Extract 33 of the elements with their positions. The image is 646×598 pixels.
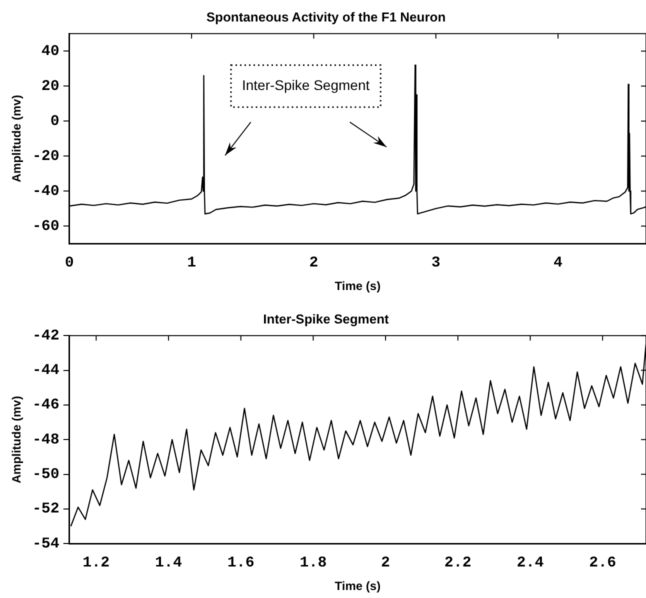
x-tick-label: 1 [187,254,196,272]
x-tick-label: 0 [64,254,74,272]
x-axis-title: Time (s) [334,279,381,294]
y-tick-label: 0 [50,112,60,130]
y-axis-title: Amplitude (mv) [10,94,24,182]
y-tick-label: -20 [32,148,60,165]
y-tick-label: -48 [32,431,60,448]
y-tick-label: -40 [32,182,60,200]
y-tick-label: -44 [32,362,60,380]
x-axis-title: Time (s) [334,579,381,594]
x-tick-label: 3 [431,254,440,272]
y-tick-label: -54 [32,535,60,552]
x-tick-label: 2 [381,554,390,572]
annotation: Inter-Spike Segment [242,76,370,93]
x-tick-label: 1.6 [227,554,254,572]
x-tick-label: 1.2 [82,554,110,572]
y-tick-label: -60 [32,218,60,235]
x-tick-label: 2.4 [516,554,544,572]
chart-title: Inter-Spike Segment [263,311,390,326]
y-axis-title: Amplitude (mv) [10,396,24,484]
x-tick-label: 2.6 [589,554,616,572]
y-tick-label: -52 [32,500,60,518]
y-tick-label: -46 [32,396,60,414]
x-tick-label: 1.8 [300,554,327,572]
chart-title: Spontaneous Activity of the F1 Neuron [206,9,446,24]
x-tick-label: 2 [309,254,318,272]
y-tick-label: -42 [32,327,60,344]
y-tick-label: 20 [41,78,60,95]
y-tick-label: -50 [32,466,60,484]
x-tick-label: 1.4 [155,554,182,572]
x-tick-label: 4 [554,254,563,272]
y-tick-label: 40 [41,42,60,60]
x-tick-label: 2.2 [444,554,472,572]
